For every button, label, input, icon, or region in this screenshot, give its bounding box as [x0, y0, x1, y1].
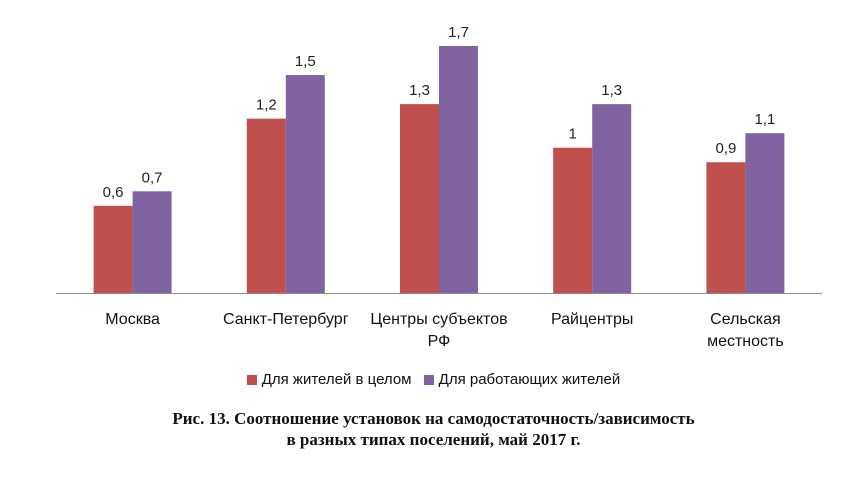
- data-label-workers-1: 1,5: [295, 53, 316, 70]
- category-label-3: Райцентры: [551, 311, 633, 328]
- category-label-2-1: РФ: [428, 333, 451, 350]
- bar-workers-3: [592, 104, 632, 293]
- bar-workers-0: [132, 191, 172, 293]
- caption-line-1: Рис. 13. Соотношение установок на самодо…: [172, 409, 695, 428]
- data-label-workers-2: 1,7: [448, 24, 469, 41]
- data-label-workers-3: 1,3: [601, 82, 622, 99]
- bar-chart: 0,6 0,7 Москва 1,2 1,5 Санкт-Петербург 1,3 1,7 Ц…: [56, 24, 822, 350]
- category-label-4-1: местность: [707, 333, 784, 350]
- category-label-0: Москва: [105, 311, 160, 328]
- bar-residents-3: [553, 147, 593, 293]
- data-label-residents-1: 1,2: [256, 97, 277, 114]
- category-label-1: Санкт-Петербург: [223, 311, 349, 328]
- data-label-residents-0: 0,6: [103, 184, 124, 201]
- legend-item-residents: Для жителей в целом: [246, 371, 412, 388]
- bar-workers-2: [439, 46, 478, 293]
- legend-item-workers: Для работающих жителей: [423, 371, 621, 388]
- legend-swatch-workers: [423, 374, 434, 385]
- bar-workers-4: [745, 133, 785, 293]
- data-label-residents-3: 1: [569, 126, 577, 143]
- category-label-4-0: Сельская: [710, 311, 781, 328]
- legend-label-residents: Для жителей в целом: [261, 371, 412, 388]
- legend-swatch-residents: [246, 374, 257, 385]
- bar-residents-4: [706, 162, 746, 293]
- data-label-workers-0: 0,7: [142, 169, 163, 186]
- bar-workers-1: [285, 75, 325, 293]
- bar-residents-0: [93, 205, 133, 293]
- data-label-workers-4: 1,1: [754, 111, 775, 128]
- data-label-residents-2: 1,3: [409, 82, 430, 99]
- bar-residents-2: [400, 104, 439, 293]
- figure-caption: Рис. 13. Соотношение установок на самодо…: [0, 408, 867, 450]
- category-label-2-0: Центры субъектов: [370, 311, 507, 328]
- bar-residents-1: [246, 118, 286, 293]
- caption-line-2: в разных типах поселений, май 2017 г.: [286, 430, 581, 449]
- data-label-residents-4: 0,9: [715, 140, 736, 157]
- legend-label-workers: Для работающих жителей: [438, 371, 621, 388]
- legend: Для жителей в целом Для работающих жител…: [0, 371, 867, 389]
